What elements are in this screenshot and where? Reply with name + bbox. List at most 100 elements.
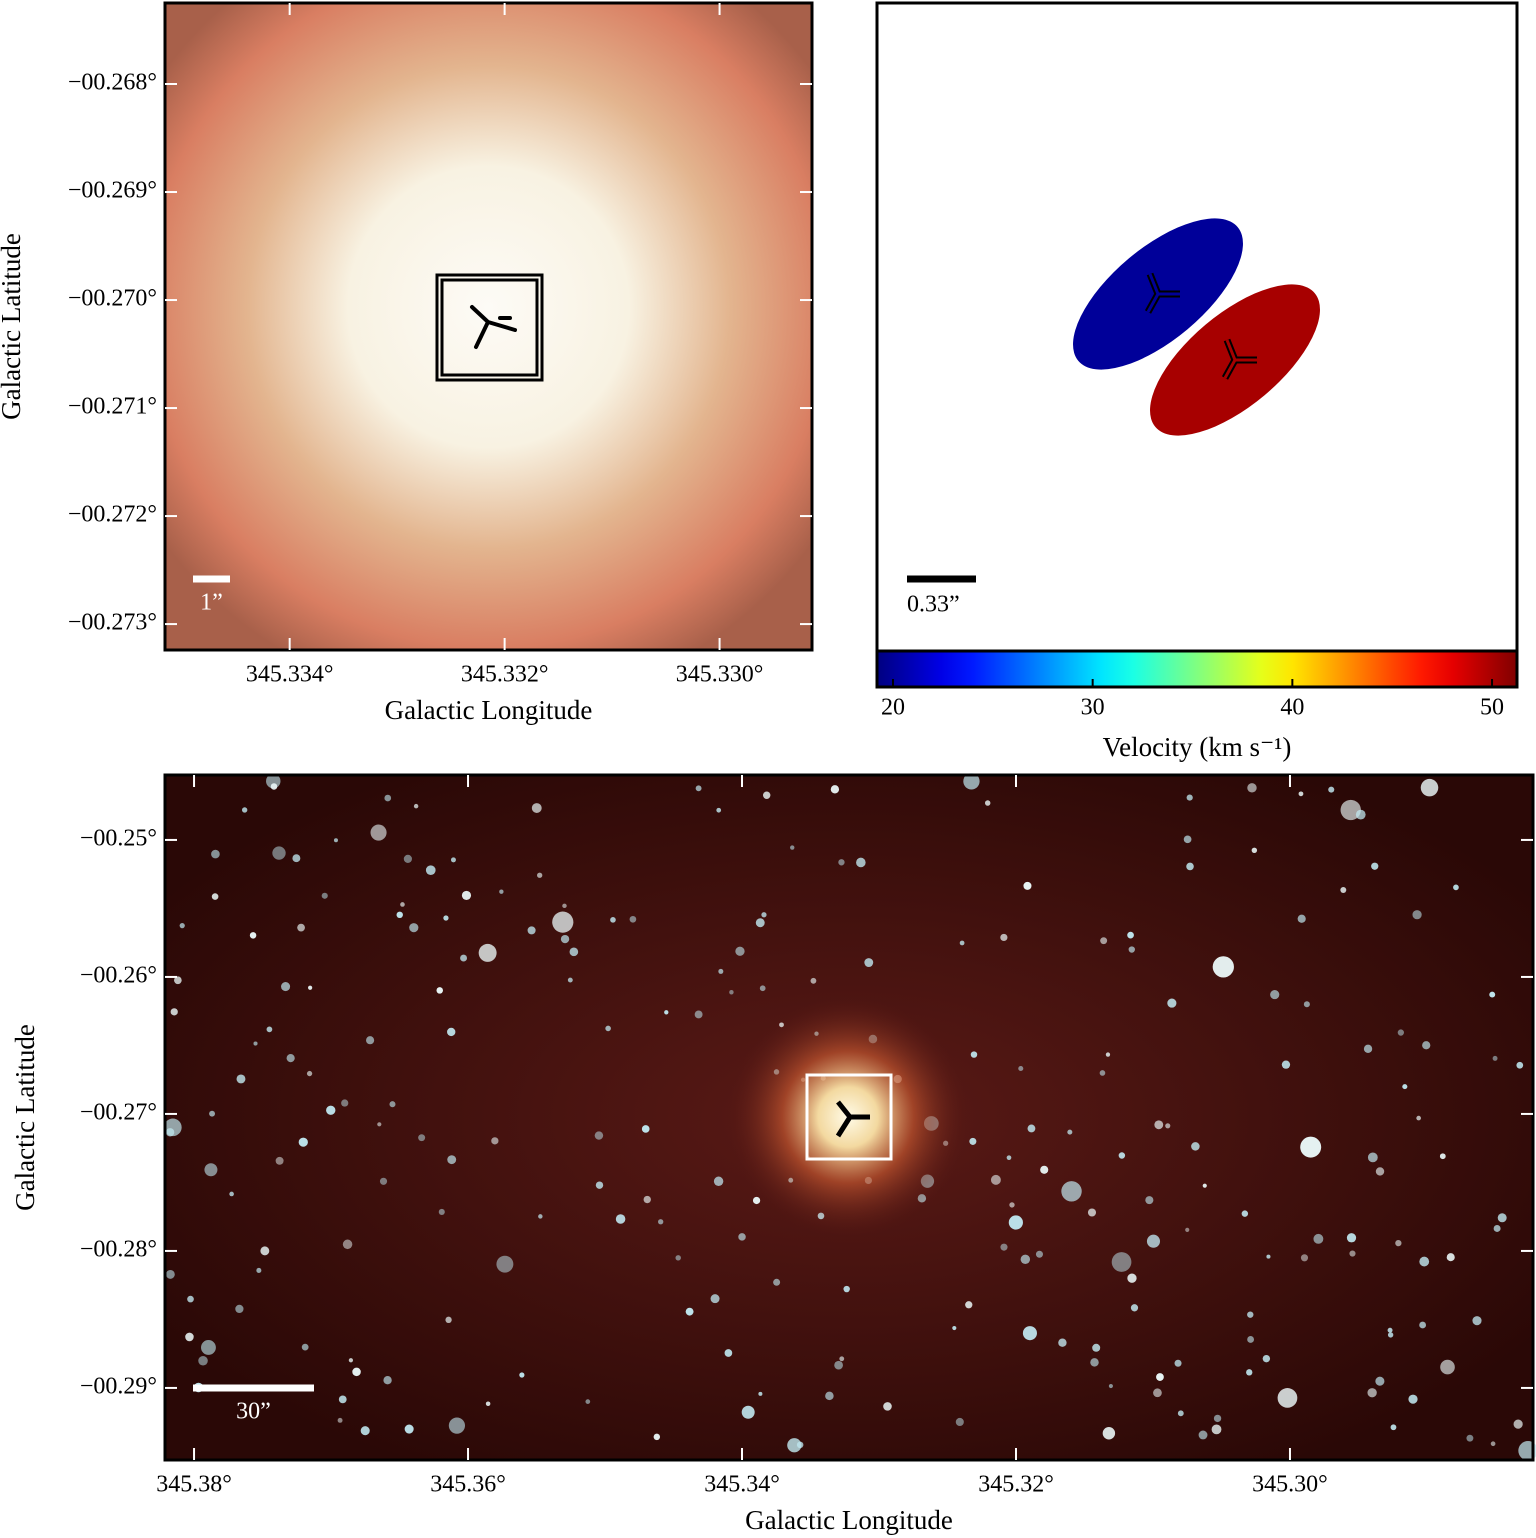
star [1416, 1115, 1421, 1121]
star [403, 854, 412, 863]
star [1472, 1316, 1482, 1326]
star [460, 954, 468, 962]
star [969, 1137, 977, 1145]
star [716, 807, 722, 813]
star [179, 923, 185, 929]
star [1277, 1388, 1298, 1408]
star [448, 1417, 466, 1434]
star [1300, 1254, 1309, 1262]
star [272, 846, 286, 860]
star [759, 985, 766, 992]
star [1108, 1383, 1113, 1389]
star [883, 1402, 892, 1411]
star [1355, 809, 1366, 820]
star [1466, 1434, 1474, 1442]
star [235, 1304, 244, 1314]
star [229, 1191, 234, 1197]
star [1397, 1029, 1405, 1036]
maser-marker [470, 305, 517, 349]
star [209, 1110, 216, 1117]
star [418, 1134, 426, 1142]
star [955, 1417, 964, 1427]
star [1490, 1441, 1496, 1447]
star [1408, 1394, 1418, 1404]
star [404, 1424, 414, 1434]
star [201, 1340, 216, 1355]
star [1202, 1183, 1207, 1188]
star [538, 1214, 543, 1219]
star [1167, 998, 1177, 1008]
star [1006, 1155, 1012, 1161]
star [610, 917, 616, 923]
maser-marker [1146, 273, 1180, 313]
axes-frame [163, 1, 814, 652]
star [1387, 1327, 1393, 1333]
x-tick-label: 345.34° [704, 1472, 780, 1498]
stars [164, 773, 1536, 1461]
star [198, 1355, 208, 1366]
star [443, 915, 449, 921]
star [1027, 1124, 1036, 1133]
star [643, 1195, 651, 1204]
star [1402, 1084, 1408, 1090]
star [755, 918, 765, 928]
y-tick-label: −00.268° [68, 70, 157, 96]
star [615, 1214, 626, 1224]
star [1090, 1358, 1099, 1367]
star [864, 958, 874, 967]
star [1346, 1233, 1357, 1243]
star [1241, 1210, 1249, 1217]
star [1367, 1152, 1378, 1163]
star [379, 1177, 388, 1185]
y-tick-label: −00.27° [80, 1099, 157, 1125]
star [527, 926, 536, 935]
star [275, 1156, 284, 1165]
star [174, 976, 182, 985]
star [413, 803, 419, 809]
colorbar-tick-label: 30 [1081, 695, 1105, 721]
source-box [435, 273, 544, 382]
y-tick-label: −00.272° [68, 502, 157, 528]
star [1247, 1336, 1255, 1343]
star [531, 803, 542, 813]
x-tick-label: 345.36° [430, 1472, 506, 1498]
star [1154, 1120, 1164, 1130]
star [204, 1163, 218, 1177]
star [445, 1316, 452, 1324]
star [1375, 1376, 1385, 1386]
star [389, 1101, 396, 1108]
star [1213, 1414, 1222, 1423]
star [664, 1010, 669, 1015]
star [1497, 1213, 1507, 1223]
y-tick-label: −00.28° [80, 1236, 157, 1262]
star [409, 923, 419, 933]
star [595, 1181, 604, 1189]
star [1156, 1373, 1164, 1381]
star [629, 915, 637, 923]
star [1420, 778, 1439, 797]
star [830, 785, 840, 794]
star [1198, 1430, 1208, 1440]
star [450, 857, 456, 863]
star [1100, 937, 1108, 945]
star [761, 912, 767, 918]
star [838, 859, 845, 866]
star [1058, 1338, 1067, 1347]
star [1349, 1250, 1356, 1257]
star [308, 985, 313, 990]
star [567, 977, 573, 983]
star [499, 889, 504, 894]
star [1439, 1153, 1446, 1160]
star [1099, 1070, 1106, 1076]
x-axis-label: Galactic Longitude [385, 695, 593, 725]
star [256, 1267, 262, 1273]
star [1247, 783, 1257, 793]
star [710, 1294, 720, 1304]
star [306, 1070, 313, 1077]
star [1246, 1369, 1253, 1376]
star [1009, 1202, 1015, 1208]
star [337, 1417, 343, 1423]
scale-bar-label: 1” [200, 590, 223, 616]
star [185, 1332, 194, 1342]
star [1127, 931, 1134, 939]
